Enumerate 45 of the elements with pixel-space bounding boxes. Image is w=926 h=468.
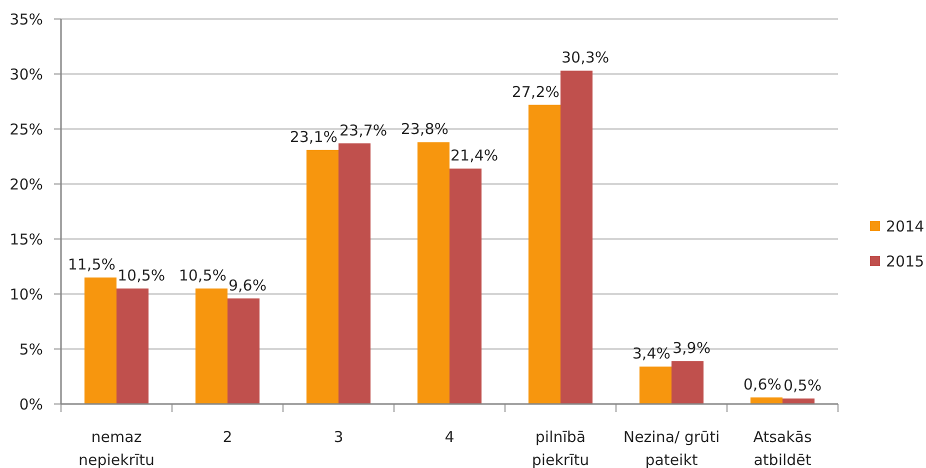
y-tick-label: 5% bbox=[19, 340, 43, 358]
bar bbox=[639, 366, 672, 404]
bar bbox=[672, 361, 704, 404]
data-label: 0,5% bbox=[784, 376, 822, 394]
data-label: 10,5% bbox=[178, 266, 226, 284]
bar bbox=[84, 278, 116, 404]
data-label: 9,6% bbox=[228, 276, 267, 294]
data-label: 23,8% bbox=[400, 120, 448, 138]
x-tick-label: pilnībā piekrītu bbox=[532, 428, 590, 468]
bar bbox=[195, 288, 228, 404]
data-label: 30,3% bbox=[562, 48, 610, 67]
y-tick-label: 10% bbox=[10, 285, 43, 304]
legend-label: 2014 bbox=[886, 217, 924, 236]
bar bbox=[750, 397, 782, 404]
data-label: 23,7% bbox=[340, 121, 388, 140]
bar bbox=[338, 143, 371, 404]
data-label: 3,9% bbox=[672, 339, 711, 358]
bar bbox=[306, 150, 338, 404]
bar bbox=[560, 70, 593, 404]
x-tick-label: 3 bbox=[334, 428, 344, 446]
bar bbox=[450, 168, 482, 404]
bar bbox=[528, 104, 560, 404]
data-label: 0,6% bbox=[743, 375, 782, 394]
data-label: 23,1% bbox=[290, 128, 338, 146]
bar bbox=[228, 298, 260, 404]
data-label: 21,4% bbox=[450, 146, 498, 165]
bar bbox=[417, 142, 450, 404]
x-tick-label: nemaz nepiekrītu bbox=[78, 428, 155, 468]
data-label: 27,2% bbox=[512, 82, 560, 101]
x-tick-label: 2 bbox=[222, 428, 232, 446]
y-tick-label: 25% bbox=[10, 120, 43, 138]
y-tick-label: 30% bbox=[10, 65, 43, 84]
y-tick-label: 20% bbox=[10, 175, 43, 194]
bar bbox=[782, 398, 815, 404]
y-tick-label: 0% bbox=[19, 395, 43, 414]
x-tick-label: 4 bbox=[444, 428, 454, 446]
data-label: 11,5% bbox=[68, 256, 116, 274]
legend-label: 2015 bbox=[886, 252, 924, 270]
data-label: 3,4% bbox=[632, 344, 670, 363]
x-tick-label: Nezina/ grūti pateikt bbox=[623, 428, 720, 468]
data-label: 10,5% bbox=[118, 266, 166, 284]
x-tick-label: Atsakās atbildēt bbox=[753, 428, 812, 468]
y-tick-label: 15% bbox=[10, 230, 43, 248]
bar bbox=[116, 288, 149, 404]
y-tick-label: 35% bbox=[10, 10, 43, 28]
